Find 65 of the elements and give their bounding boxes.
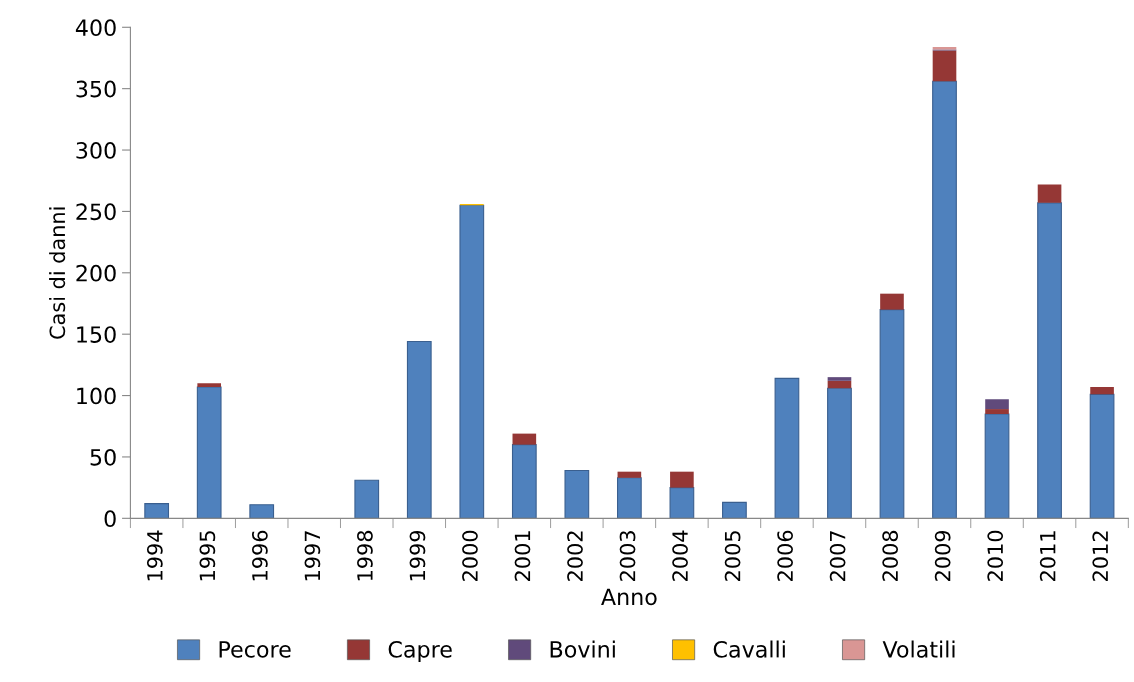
bar — [774, 377, 800, 519]
x-tick-label: 2004 — [672, 530, 688, 581]
bar — [985, 399, 1009, 410]
bar — [827, 380, 852, 389]
bar — [617, 471, 642, 478]
bar — [1090, 386, 1114, 395]
y-tick-label: 100 — [77, 387, 116, 405]
bar — [670, 471, 694, 488]
bar — [511, 444, 537, 519]
y-tick-label: 0 — [104, 510, 116, 528]
y-tick-label: 150 — [77, 326, 116, 343]
bar — [1037, 202, 1062, 519]
bar — [354, 479, 380, 519]
y-tick-label: 50 — [90, 448, 116, 466]
y-axis-title: Casi di danni — [49, 207, 66, 339]
bar — [932, 80, 957, 519]
bar — [669, 487, 695, 519]
legend-label: Cavalli — [713, 640, 785, 658]
y-tick-label: 250 — [76, 203, 116, 221]
x-tick-label: 1995 — [199, 531, 216, 581]
bar — [1037, 184, 1062, 203]
x-tick-label: 2000 — [462, 530, 478, 581]
bar — [616, 477, 642, 519]
x-tick-label: 2002 — [567, 531, 583, 581]
bar — [932, 50, 957, 82]
x-tick-label: 2001 — [514, 531, 531, 581]
y-tick-label: 350 — [76, 80, 116, 98]
x-axis-title: Anno — [601, 588, 657, 606]
x-tick-label: 2008 — [882, 530, 899, 581]
bar — [880, 293, 904, 310]
x-tick-label: 2011 — [1039, 531, 1056, 581]
bar — [827, 387, 852, 519]
bar — [827, 377, 852, 381]
x-tick-label: 2006 — [777, 530, 793, 581]
bar — [512, 433, 537, 445]
bar — [197, 383, 222, 387]
bar — [196, 386, 222, 519]
x-tick-label: 2007 — [829, 531, 846, 581]
y-tick-label: 400 — [75, 19, 116, 37]
bar — [249, 504, 275, 519]
x-tick-label: 1994 — [146, 530, 163, 581]
bar — [722, 501, 747, 519]
x-tick-label: 2009 — [934, 530, 951, 581]
bar — [984, 413, 1010, 519]
y-tick-label: 200 — [76, 264, 116, 282]
legend-label: Capre — [388, 640, 452, 662]
legend-label: Volatili — [882, 640, 955, 658]
legend-label: Bovini — [550, 640, 615, 658]
x-tick-label: 2005 — [724, 531, 741, 581]
bar — [459, 204, 485, 519]
x-tick-label: 2010 — [987, 530, 1004, 581]
x-tick-label: 1999 — [409, 530, 426, 581]
x-tick-label: 1998 — [357, 530, 373, 581]
x-tick-label: 2003 — [619, 531, 636, 581]
x-tick-label: 2012 — [1092, 531, 1109, 581]
bar — [879, 309, 905, 519]
legend-label: Pecore — [219, 641, 291, 658]
y-tick-label: 300 — [76, 141, 116, 159]
bar — [564, 469, 590, 519]
bar — [406, 340, 432, 519]
x-tick-label: 1996 — [252, 530, 268, 581]
bar — [1089, 393, 1115, 519]
x-tick-label: 1997 — [304, 531, 321, 581]
bar — [144, 503, 170, 519]
bar — [985, 409, 1009, 414]
